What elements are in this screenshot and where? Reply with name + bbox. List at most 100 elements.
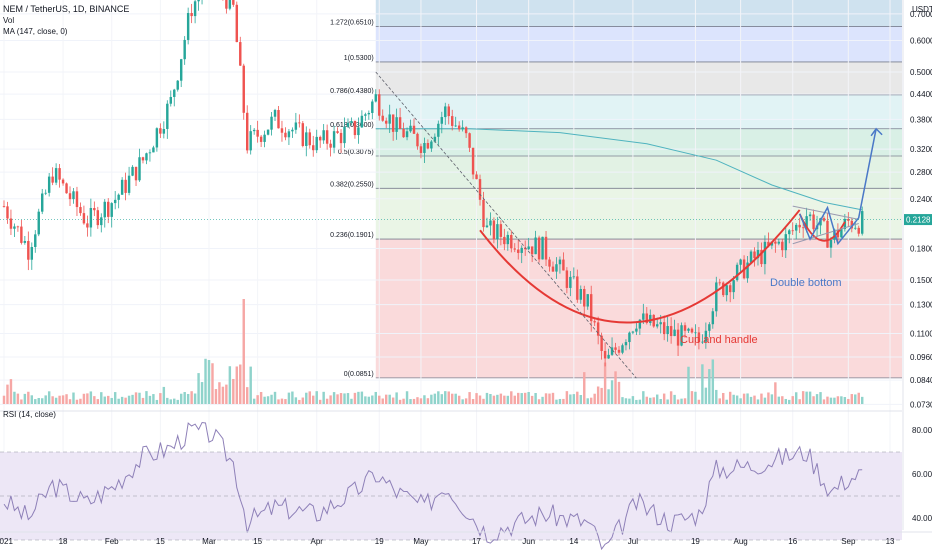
volume-bar xyxy=(506,395,510,404)
candle-body xyxy=(308,132,311,146)
volume-bar xyxy=(27,391,30,404)
candle-body xyxy=(113,199,117,204)
candle-body xyxy=(596,322,600,336)
candle-body xyxy=(141,157,145,161)
time-tick-label: 19 xyxy=(375,537,384,546)
candle-body xyxy=(75,191,79,208)
candle-body xyxy=(447,106,450,117)
candle-body xyxy=(572,276,576,278)
volume-bar xyxy=(819,392,822,404)
volume-bar xyxy=(291,391,294,404)
candle-body xyxy=(419,146,423,153)
candle-body xyxy=(659,322,662,325)
candle-body xyxy=(298,122,301,124)
candle-body xyxy=(694,332,697,334)
candle-body xyxy=(676,329,680,346)
candle-body xyxy=(485,225,489,228)
candle-body xyxy=(138,157,141,181)
volume-bar xyxy=(742,393,746,404)
volume-bar xyxy=(280,398,284,404)
volume-bar xyxy=(822,399,826,404)
volume-bar xyxy=(603,362,607,404)
candle-body xyxy=(829,239,833,248)
candle-body xyxy=(492,220,496,240)
volume-bar xyxy=(430,394,433,404)
candle-body xyxy=(93,208,96,211)
volume-bar xyxy=(152,394,155,404)
candle-body xyxy=(583,289,586,307)
candle-body xyxy=(433,136,437,142)
volume-bar xyxy=(65,394,68,404)
volume-bar xyxy=(381,398,384,404)
candle-body xyxy=(44,192,47,194)
volume-bar xyxy=(635,399,638,404)
candle-body xyxy=(464,127,468,134)
volume-bar xyxy=(617,381,621,404)
candle-body xyxy=(82,213,86,224)
volume-bar xyxy=(273,391,277,404)
candle-body xyxy=(325,130,329,144)
fibonacci-retracement[interactable]: 1.618(0.8049)1.272(0.6510)1(0.5300)0.786… xyxy=(330,0,902,379)
candle-body xyxy=(534,237,537,255)
candle-body xyxy=(228,0,232,9)
candle-body xyxy=(357,127,360,136)
volume-bar xyxy=(572,394,576,404)
candle-body xyxy=(833,229,836,240)
volume-bar xyxy=(204,358,207,404)
volume-bar xyxy=(812,396,815,404)
fib-level-label: 1.272(0.6510) xyxy=(330,19,374,26)
candle-body xyxy=(569,276,572,288)
volume-bar xyxy=(214,389,218,404)
volume-bar xyxy=(537,399,541,404)
candle-body xyxy=(628,332,631,343)
volume-bar xyxy=(100,392,103,404)
volume-bar xyxy=(718,398,721,404)
volume-bar xyxy=(9,379,13,404)
volume-bar xyxy=(176,399,179,404)
volume-bar xyxy=(527,392,530,404)
candle-body xyxy=(708,324,711,331)
candle-body xyxy=(124,179,127,193)
volume-bar xyxy=(405,391,409,404)
volume-bar xyxy=(687,366,690,404)
candle-body xyxy=(148,152,152,154)
drawing-annotations[interactable] xyxy=(375,71,883,379)
volume-bar xyxy=(308,391,311,404)
volume-bar xyxy=(16,393,20,404)
volume-bar xyxy=(666,399,669,404)
volume-bar xyxy=(558,398,562,404)
volume-bar xyxy=(350,398,353,404)
candle-body xyxy=(718,282,721,284)
candle-body xyxy=(318,136,322,141)
volume-bar xyxy=(722,392,725,404)
candle-body xyxy=(155,128,159,148)
candle-body xyxy=(635,328,638,332)
volume-bar xyxy=(861,396,864,404)
volume-bar xyxy=(47,391,51,404)
candle-body xyxy=(384,120,388,124)
candle-body xyxy=(266,129,270,135)
volume-bar xyxy=(541,396,544,404)
volume-bar xyxy=(836,396,840,404)
candle-body xyxy=(774,241,777,244)
volume-bar xyxy=(621,397,624,404)
volume-bar xyxy=(645,396,649,404)
candle-body xyxy=(322,130,325,141)
volume-bar xyxy=(482,398,485,404)
candle-body xyxy=(259,136,263,142)
volume-bar xyxy=(600,387,603,404)
candle-body xyxy=(176,80,179,90)
candle-body xyxy=(169,96,172,104)
candle-body xyxy=(537,237,541,260)
volume-bar xyxy=(225,384,228,404)
candle-body xyxy=(183,39,186,60)
time-tick-label: 15 xyxy=(156,537,165,546)
candle-body xyxy=(103,201,106,218)
fib-band xyxy=(375,0,902,27)
candle-body xyxy=(558,259,562,265)
volume-bar xyxy=(120,396,124,404)
candle-body xyxy=(41,193,44,212)
volume-bar xyxy=(593,393,596,404)
